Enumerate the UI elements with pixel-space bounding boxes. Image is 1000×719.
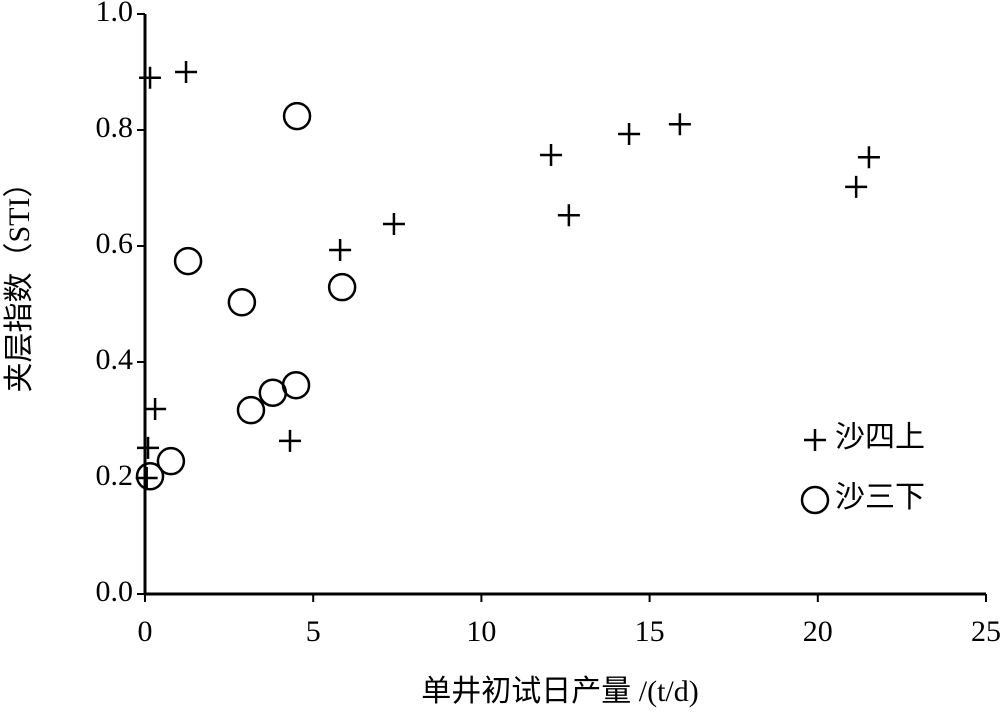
legend-label: 沙四上 (835, 421, 925, 454)
y-tick-label: 1.0 (96, 0, 134, 28)
x-axis-label: 单井初试日产量 /(t/d) (421, 675, 699, 708)
y-tick-label: 0.8 (96, 111, 134, 144)
point (382, 212, 405, 235)
point (329, 239, 352, 262)
y-axis-label: 夹层指数（STI） (3, 168, 36, 393)
x-tick-label: 15 (635, 615, 665, 648)
point (175, 61, 198, 83)
y-tick-label: 0.4 (96, 343, 134, 376)
point (857, 146, 880, 169)
point (557, 204, 580, 227)
point (278, 429, 301, 452)
legend-label: 沙三下 (835, 481, 925, 514)
point (618, 123, 641, 146)
point (281, 370, 311, 400)
point (540, 143, 563, 166)
point (282, 101, 312, 131)
y-tick-label: 0.2 (96, 459, 134, 492)
point (156, 446, 186, 476)
point (227, 288, 257, 317)
x-tick-label: 5 (306, 615, 321, 648)
point (135, 462, 165, 491)
x-tick-label: 25 (971, 615, 1000, 648)
point (845, 175, 868, 198)
y-tick-label: 0.6 (96, 227, 134, 260)
point (173, 246, 203, 276)
point (668, 113, 691, 136)
x-tick-label: 0 (138, 615, 153, 648)
point (236, 395, 266, 425)
y-tick-label: 0.0 (96, 575, 134, 608)
point (139, 66, 162, 89)
legend-marker (800, 485, 830, 515)
point (137, 436, 160, 459)
point (327, 272, 357, 302)
legend-marker (804, 429, 826, 451)
point (144, 397, 167, 420)
point (135, 467, 158, 489)
x-tick-label: 20 (803, 615, 833, 648)
x-tick-label: 10 (466, 615, 496, 648)
